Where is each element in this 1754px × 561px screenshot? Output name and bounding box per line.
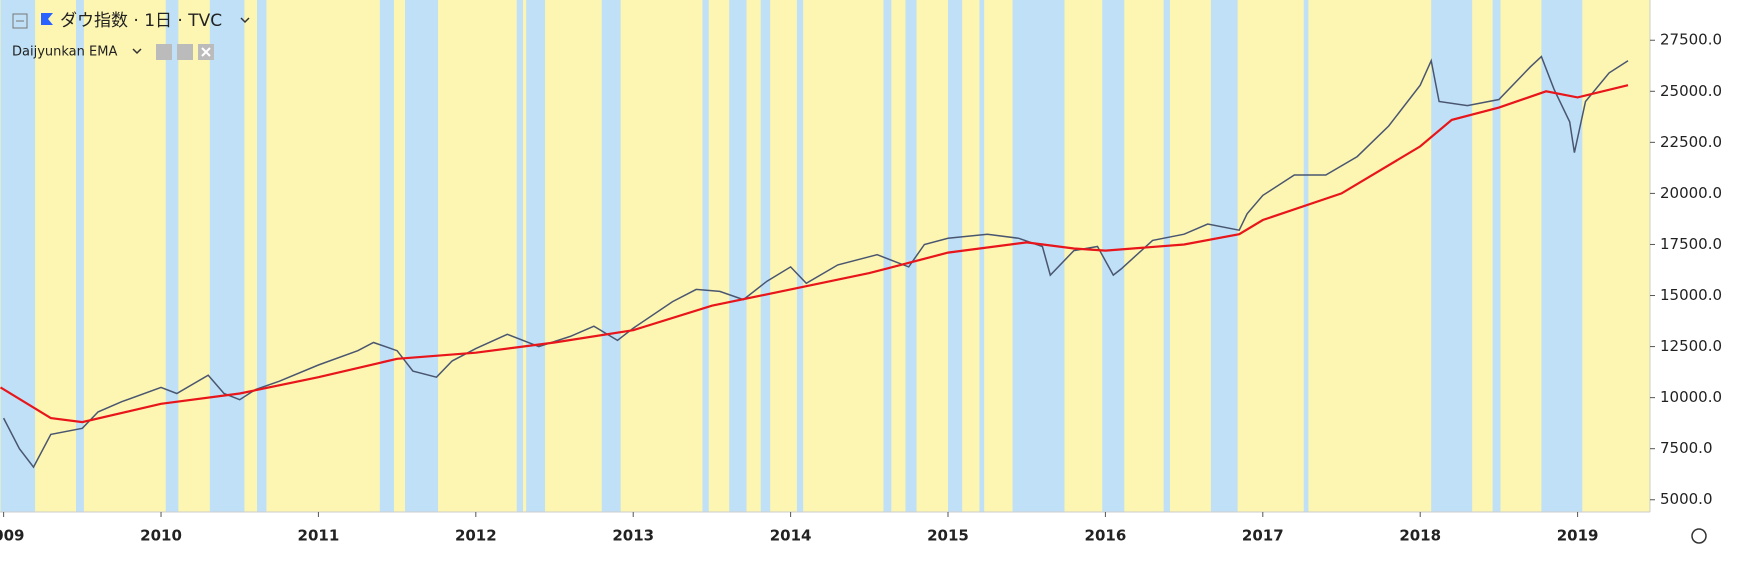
signal-band — [516, 0, 524, 512]
dropdown-icon[interactable] — [132, 48, 142, 55]
signal-band — [1431, 0, 1473, 512]
signal-band — [1012, 0, 1065, 512]
remove-icon — [201, 47, 211, 57]
dropdown-icon[interactable] — [240, 17, 250, 24]
series-line — [2, 55, 1629, 469]
signal-band — [905, 0, 917, 512]
signal-band — [760, 0, 771, 512]
plot-background — [0, 0, 1650, 512]
signal-band — [379, 0, 394, 512]
signal-band — [948, 0, 963, 512]
x-tick-label: 2017 — [1242, 527, 1284, 545]
signal-band — [702, 0, 709, 512]
x-tick-label: 2014 — [770, 527, 812, 545]
y-tick-label: 12500.0 — [1660, 337, 1722, 355]
x-tick-label: 2010 — [140, 527, 182, 545]
signal-band — [796, 0, 804, 512]
x-tick-label: 2012 — [455, 527, 497, 545]
y-tick-label: 25000.0 — [1660, 82, 1722, 100]
x-tick-label: 2009 — [0, 527, 24, 545]
y-tick-label: 10000.0 — [1660, 388, 1722, 406]
series-line — [0, 84, 1629, 424]
y-tick-label: 17500.0 — [1660, 235, 1722, 253]
signal-band — [1163, 0, 1170, 512]
signal-band — [1541, 0, 1583, 512]
x-tick-label: 2015 — [927, 527, 969, 545]
signal-band — [165, 0, 179, 512]
signal-band — [729, 0, 747, 512]
signal-band — [1102, 0, 1125, 512]
x-tick-label: 2013 — [612, 527, 654, 545]
settings-button[interactable] — [177, 44, 193, 60]
signal-band — [1492, 0, 1501, 512]
signal-band — [1303, 0, 1309, 512]
x-tick-label: 2019 — [1557, 527, 1599, 545]
signal-band — [404, 0, 439, 512]
signal-band — [209, 0, 245, 512]
signal-band — [1210, 0, 1238, 512]
y-tick-label: 7500.0 — [1660, 439, 1713, 457]
indicator-name: Daijyunkan EMA — [12, 45, 117, 60]
symbol-title: ダウ指数 · 1日 · TVC — [60, 11, 222, 31]
signal-band — [257, 0, 267, 512]
settings-icon[interactable] — [1691, 528, 1707, 544]
signal-band — [883, 0, 892, 512]
x-tick-label: 2018 — [1399, 527, 1441, 545]
signal-band — [526, 0, 546, 512]
price-axis-panel — [1650, 0, 1754, 561]
y-tick-label: 22500.0 — [1660, 133, 1722, 151]
x-tick-label: 2016 — [1085, 527, 1127, 545]
x-tick-label: 2011 — [298, 527, 340, 545]
y-tick-label: 20000.0 — [1660, 184, 1722, 202]
time-axis-panel — [0, 512, 1650, 561]
collapse-button[interactable] — [12, 13, 28, 29]
signal-band — [0, 0, 36, 512]
signal-band — [979, 0, 985, 512]
signal-band — [601, 0, 621, 512]
y-tick-label: 27500.0 — [1660, 31, 1722, 49]
visibility-button[interactable] — [156, 44, 172, 60]
y-tick-label: 5000.0 — [1660, 490, 1713, 508]
flag-icon[interactable] — [41, 13, 53, 25]
signal-band — [76, 0, 84, 512]
y-tick-label: 15000.0 — [1660, 286, 1722, 304]
